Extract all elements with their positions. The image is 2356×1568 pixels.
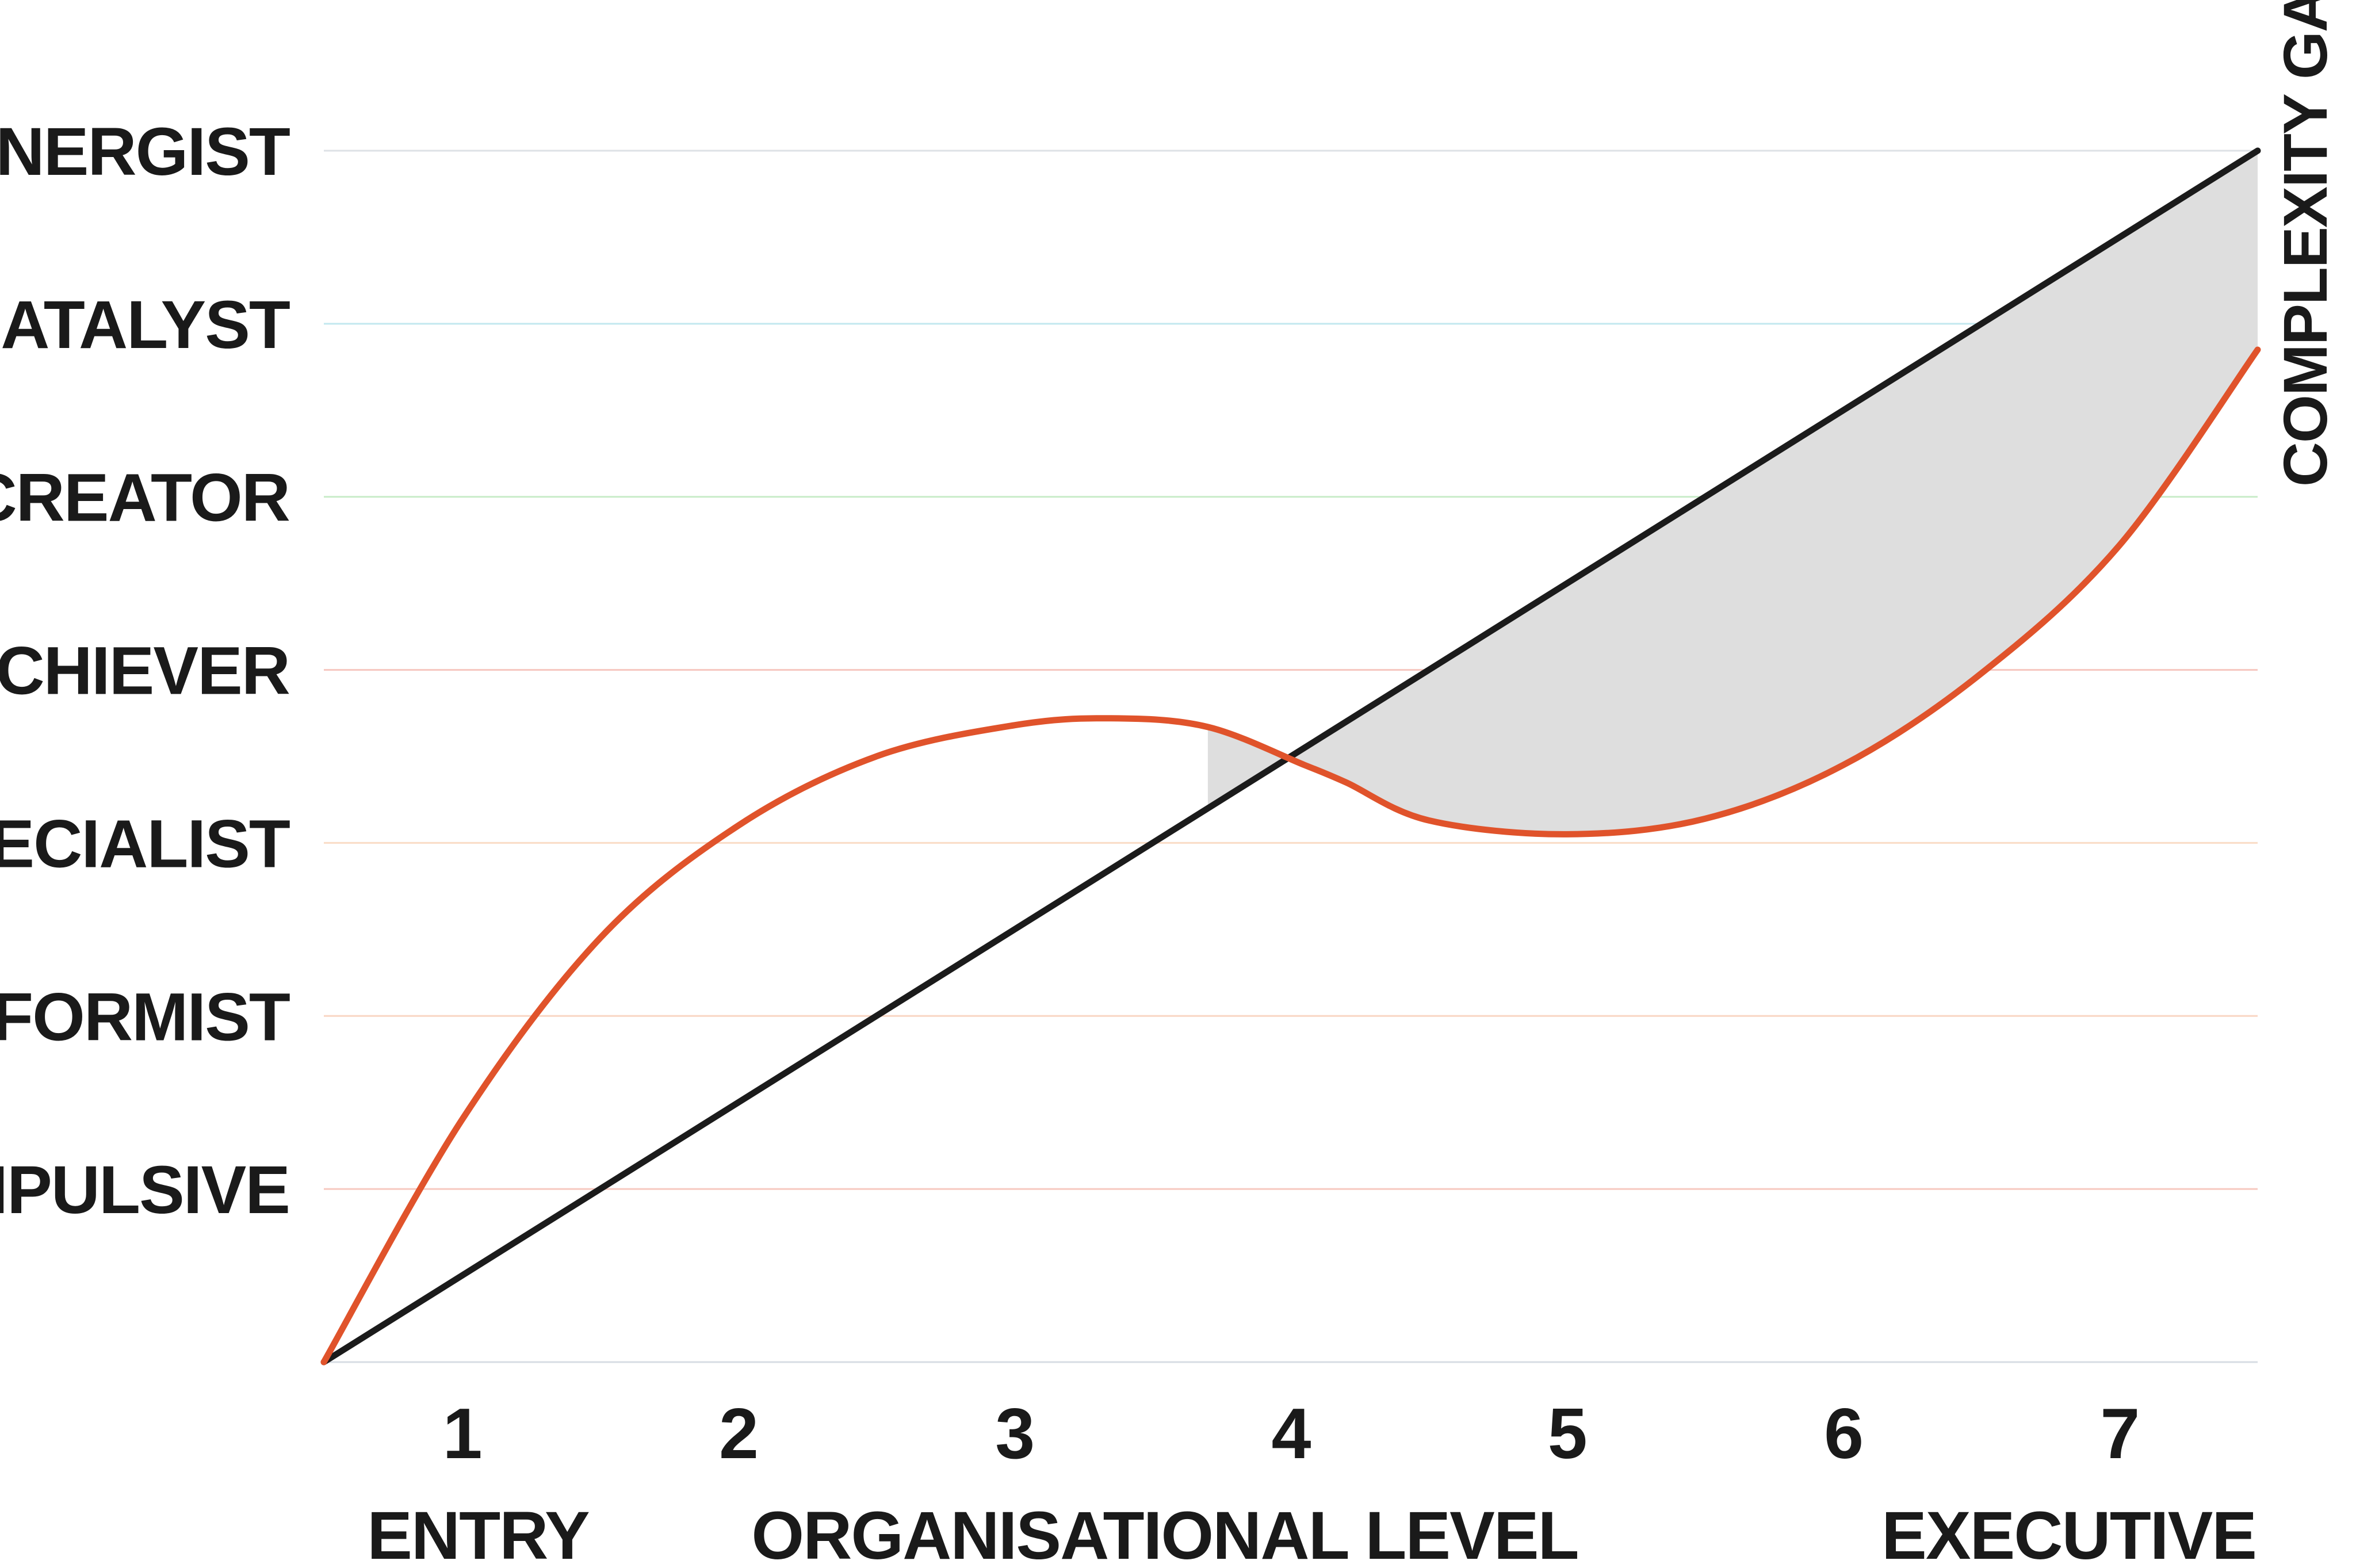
x-tick-label: 7 (2100, 1394, 2139, 1474)
y-level-label: SPECIALIST (0, 806, 290, 882)
series-lines (320, 147, 2261, 1366)
y-level-label: ACHIEVER (0, 633, 289, 709)
y-level-label: CO-CREATOR (0, 460, 289, 536)
x-start-label: ENTRY (367, 1498, 589, 1568)
x-tick-label: 2 (719, 1394, 758, 1474)
y-level-label: CATALYST (0, 287, 290, 363)
x-axis-title: ORGANISATIONAL LEVEL (751, 1498, 1578, 1568)
series-line-orange (320, 346, 2261, 1366)
x-tick-label: 6 (1824, 1394, 1862, 1474)
x-tick-label: 4 (1272, 1394, 1311, 1474)
y-level-label: CONFORMIST (0, 979, 290, 1055)
x-tick-label: 3 (995, 1394, 1034, 1474)
complexity-gap-area (1207, 151, 2258, 835)
grid-lines (324, 150, 2258, 1190)
x-end-label: EXECUTIVE (1881, 1498, 2256, 1568)
y-level-labels: IMPULSIVE CONFORMIST SPECIALIST ACHIEVER CO-… (0, 114, 291, 1228)
complexity-gap-annotation: COMPLEXITY GAP (2270, 0, 2340, 487)
y-level-label: IMPULSIVE (0, 1152, 289, 1228)
y-level-label: SYNERGIST (0, 114, 290, 190)
x-tick-label: 5 (1548, 1394, 1586, 1474)
x-tick-labels: 1 2 3 4 5 6 7 (443, 1394, 2140, 1474)
x-tick-label: 1 (443, 1394, 481, 1474)
